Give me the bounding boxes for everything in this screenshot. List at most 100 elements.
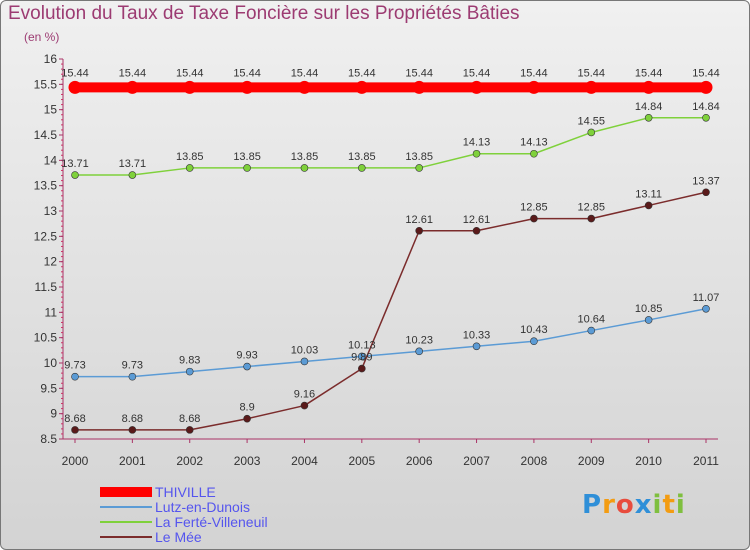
data-point (642, 80, 656, 94)
y-tick-label: 13 (44, 204, 58, 218)
logo-letter-i2: i (675, 490, 686, 520)
data-point (702, 188, 710, 197)
axes: 8.599.51010.51111.51212.51313.51414.5151… (34, 52, 720, 468)
data-label: 9.93 (236, 350, 257, 362)
x-tick-label: 2004 (291, 454, 318, 468)
chart-title: Evolution du Taux de Taxe Foncière sur l… (8, 3, 520, 24)
data-point (68, 80, 82, 94)
data-label: 12.85 (578, 202, 606, 214)
x-tick-label: 2011 (693, 454, 719, 468)
legend-label: THIVILLE (155, 484, 216, 500)
data-point (128, 426, 137, 434)
data-label: 13.37 (692, 175, 720, 187)
data-point (644, 113, 653, 122)
data-point (185, 367, 194, 376)
x-tick-label: 2005 (348, 454, 375, 468)
data-label: 10.33 (463, 329, 491, 341)
x-tick-label: 2003 (234, 454, 261, 468)
x-tick-label: 2010 (635, 454, 662, 468)
data-point (358, 364, 366, 373)
logo-letter-i1: i (652, 490, 663, 520)
data-label: 15.44 (520, 67, 548, 79)
data-point (71, 426, 79, 434)
data-label: 9.73 (64, 360, 85, 372)
data-point (128, 372, 137, 381)
data-label: 11.07 (693, 292, 720, 304)
series-lines (75, 82, 707, 431)
data-labels: 15.44 15.44 15.44 15.44 15.44 15.44 15.44 15.44… (61, 67, 720, 425)
data-label: 15.44 (291, 67, 319, 79)
legend-label: La Ferté-Villeneuil (155, 514, 268, 530)
data-label: 14.84 (635, 101, 663, 113)
data-label: 14.55 (578, 115, 606, 127)
logo-letter-t: t (662, 490, 676, 520)
data-label: 15.44 (578, 67, 606, 79)
data-label: 15.44 (405, 67, 433, 79)
x-tick-label: 2000 (62, 454, 89, 468)
data-label: 13.85 (291, 151, 319, 163)
data-point (412, 80, 426, 94)
data-label: 13.11 (635, 188, 662, 200)
data-point (472, 342, 481, 351)
data-point (470, 80, 484, 94)
data-label: 9.83 (179, 355, 200, 367)
data-point (243, 362, 251, 371)
data-point (584, 80, 598, 94)
data-label: 15.44 (635, 67, 663, 79)
y-tick-label: 8.5 (40, 432, 57, 446)
data-label: 13.85 (348, 151, 376, 163)
data-label: 12.61 (463, 214, 491, 226)
data-label: 10.43 (520, 324, 548, 336)
y-tick-label: 12 (44, 255, 58, 269)
data-label: 15.44 (348, 67, 376, 79)
y-tick-label: 11.5 (35, 280, 58, 294)
data-point (644, 316, 653, 324)
data-label: 8.68 (122, 413, 143, 425)
data-point (530, 214, 538, 223)
logo-letter-r: r (602, 490, 616, 520)
data-label: 13.71 (119, 158, 147, 170)
series-line-2 (75, 117, 706, 176)
data-point (358, 352, 366, 361)
data-point (300, 164, 309, 172)
data-point (297, 80, 311, 94)
data-label: 14.13 (520, 137, 548, 149)
y-tick-label: 15.5 (34, 77, 58, 91)
data-point (587, 214, 596, 223)
data-point (702, 113, 710, 122)
data-point (472, 149, 481, 158)
data-point (125, 80, 139, 94)
data-label: 15.44 (233, 67, 261, 79)
logo-letter-x: x (634, 490, 653, 520)
x-tick-label: 2006 (406, 454, 433, 468)
proxiti-logo: Proxiti (582, 490, 686, 520)
data-label: 8.9 (239, 402, 254, 414)
data-label: 10.64 (578, 314, 606, 326)
data-point (300, 401, 309, 410)
legend-label: Le Mée (155, 529, 202, 545)
data-point (240, 80, 254, 94)
data-point (185, 164, 194, 172)
chart-subtitle: (en %) (24, 30, 60, 44)
y-tick-label: 10.5 (34, 331, 58, 345)
data-label: 14.13 (463, 137, 491, 149)
data-label: 15.44 (463, 67, 491, 79)
series-points (68, 80, 713, 434)
data-point (128, 171, 137, 179)
data-point (243, 414, 251, 423)
data-label: 9.89 (351, 352, 372, 364)
data-point (71, 372, 79, 381)
data-label: 13.85 (233, 151, 261, 163)
data-point (527, 80, 541, 94)
data-label: 13.85 (405, 151, 433, 163)
data-label: 14.84 (692, 101, 720, 113)
data-point (415, 226, 423, 235)
y-tick-label: 10 (44, 356, 58, 370)
data-label: 13.85 (176, 151, 204, 163)
data-point (644, 201, 653, 210)
data-label: 10.13 (348, 339, 376, 351)
data-point (587, 326, 596, 335)
x-tick-label: 2008 (521, 454, 548, 468)
y-tick-label: 12.5 (34, 229, 58, 243)
